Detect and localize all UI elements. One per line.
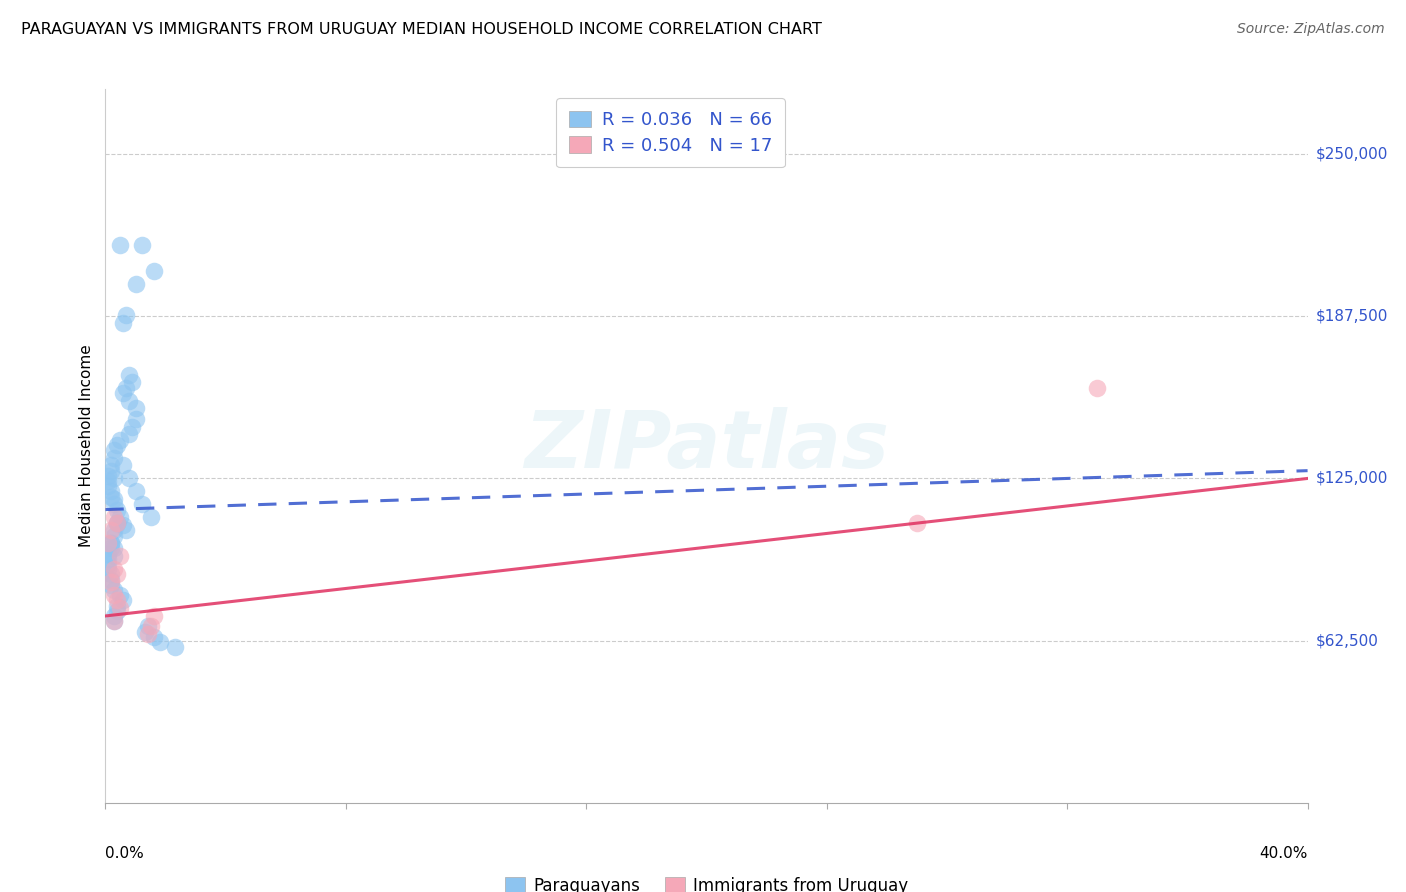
Point [118, 368, 141, 382]
Text: $62,500: $62,500 [1316, 633, 1379, 648]
Point [124, 411, 146, 425]
Point [100, 536, 122, 550]
Point [100, 567, 122, 582]
Point [97, 536, 120, 550]
Text: 0.0%: 0.0% [105, 846, 145, 861]
Point [163, 640, 186, 654]
Point [124, 401, 146, 416]
Point [103, 588, 125, 602]
Point [110, 433, 132, 447]
Point [103, 609, 125, 624]
Point [97, 479, 120, 493]
Point [115, 381, 138, 395]
Point [121, 376, 143, 390]
Point [110, 238, 132, 252]
Point [103, 442, 125, 457]
Point [905, 516, 928, 530]
Point [103, 541, 125, 556]
Point [112, 593, 135, 607]
Text: 40.0%: 40.0% [1260, 846, 1308, 861]
Point [103, 614, 125, 628]
Point [110, 549, 132, 564]
Point [103, 450, 125, 465]
Point [97, 562, 120, 576]
Point [112, 458, 135, 473]
Text: PARAGUAYAN VS IMMIGRANTS FROM URUGUAY MEDIAN HOUSEHOLD INCOME CORRELATION CHART: PARAGUAYAN VS IMMIGRANTS FROM URUGUAY ME… [21, 22, 823, 37]
Point [131, 497, 153, 511]
Point [115, 308, 138, 322]
Point [107, 593, 129, 607]
Text: ZIPatlas: ZIPatlas [524, 407, 889, 485]
Point [100, 536, 122, 550]
Point [142, 609, 165, 624]
Point [107, 516, 129, 530]
Point [100, 490, 122, 504]
Point [103, 549, 125, 564]
Point [148, 635, 170, 649]
Point [100, 541, 122, 556]
Point [118, 471, 141, 485]
Point [103, 510, 125, 524]
Point [100, 575, 122, 590]
Point [97, 468, 120, 483]
Point [97, 547, 120, 561]
Point [136, 627, 159, 641]
Point [139, 619, 162, 633]
Point [1085, 381, 1108, 395]
Point [107, 567, 129, 582]
Point [115, 524, 138, 538]
Point [100, 524, 122, 538]
Point [118, 427, 141, 442]
Point [112, 518, 135, 533]
Point [103, 492, 125, 507]
Point [118, 393, 141, 408]
Point [124, 277, 146, 291]
Point [103, 471, 125, 485]
Point [112, 316, 135, 330]
Point [142, 630, 165, 644]
Legend: Paraguayans, Immigrants from Uruguay: Paraguayans, Immigrants from Uruguay [496, 868, 917, 892]
Point [121, 419, 143, 434]
Point [110, 510, 132, 524]
Point [97, 557, 120, 571]
Point [136, 619, 159, 633]
Point [97, 474, 120, 488]
Point [103, 524, 125, 538]
Point [131, 238, 153, 252]
Text: $125,000: $125,000 [1316, 471, 1388, 486]
Point [112, 385, 135, 400]
Point [107, 516, 129, 530]
Point [103, 614, 125, 628]
Point [103, 562, 125, 576]
Point [100, 578, 122, 592]
Point [107, 502, 129, 516]
Point [100, 464, 122, 478]
Text: Source: ZipAtlas.com: Source: ZipAtlas.com [1237, 22, 1385, 37]
Point [134, 624, 156, 639]
Point [139, 510, 162, 524]
Point [103, 528, 125, 542]
Point [142, 264, 165, 278]
Point [103, 582, 125, 597]
Point [107, 599, 129, 613]
Point [107, 516, 129, 530]
Point [100, 484, 122, 499]
Text: $187,500: $187,500 [1316, 309, 1388, 324]
Point [100, 458, 122, 473]
Point [107, 604, 129, 618]
Y-axis label: Median Household Income: Median Household Income [79, 344, 94, 548]
Point [103, 497, 125, 511]
Point [100, 573, 122, 587]
Point [124, 484, 146, 499]
Point [110, 601, 132, 615]
Point [97, 552, 120, 566]
Point [110, 588, 132, 602]
Point [107, 438, 129, 452]
Text: $250,000: $250,000 [1316, 146, 1388, 161]
